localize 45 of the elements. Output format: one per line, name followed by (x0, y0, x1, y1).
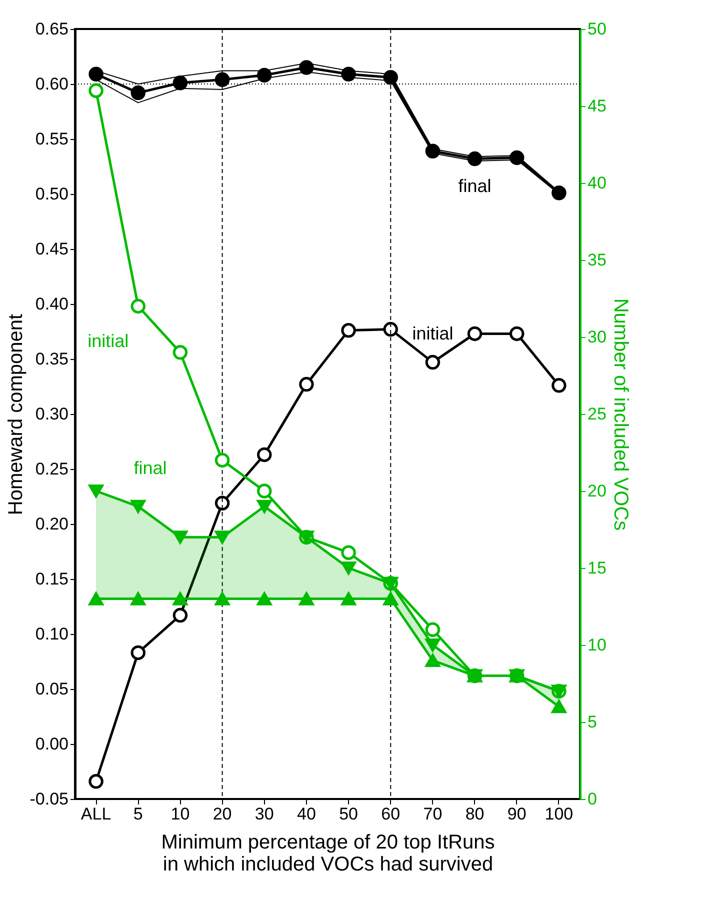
y2-tick-label: 15 (588, 558, 606, 578)
y2-tick-label: 40 (588, 174, 606, 192)
x-tick-label: 20 (212, 804, 232, 824)
x-tick-label: 70 (423, 804, 442, 824)
x-tick-label: 60 (381, 804, 400, 824)
x-tick-label: ALL (80, 804, 112, 824)
y-tick-label: 0.50 (35, 184, 68, 204)
y-tick-label: -0.05 (30, 790, 68, 808)
y2-tick-label: 45 (588, 96, 606, 116)
y-tick-label: 0.30 (35, 404, 68, 424)
y-tick-label: 0.45 (35, 240, 68, 258)
y2-tick-label: 0 (588, 790, 597, 808)
x-axis-title: Minimum percentage of 20 top ItRuns in which included VOCs had survived (161, 832, 495, 876)
y2-tick-label: 25 (588, 404, 606, 424)
y2-tick-label: 20 (588, 482, 606, 500)
series-label: final (134, 458, 167, 478)
y-tick-label: 0.40 (35, 294, 68, 314)
y-tick-label: 0.00 (35, 734, 68, 754)
x-tick-label: 5 (133, 804, 143, 824)
y-tick-label: 0.25 (35, 460, 68, 478)
series-label: initial (412, 323, 454, 344)
y-tick-label: 0.65 (35, 20, 68, 38)
y2-tick-label: 10 (588, 636, 606, 654)
y2-axis-title: Number of included VOCs (609, 298, 632, 531)
y-tick-label: 0.55 (35, 130, 68, 148)
x-tick-label: 80 (465, 804, 484, 824)
y-axis-title: Homeward component (4, 313, 27, 516)
series-label: initial (88, 331, 129, 352)
x-tick-label: 50 (339, 804, 358, 824)
y2-tick-label: 5 (588, 712, 597, 732)
y-tick-label: 0.60 (35, 74, 68, 94)
x-tick-label: 10 (170, 804, 190, 824)
x-tick-label: 30 (254, 804, 274, 824)
y-tick-label: 0.15 (35, 570, 68, 588)
x-tick-label: 100 (544, 804, 574, 824)
y2-tick-label: 30 (588, 328, 606, 346)
y-tick-label: 0.35 (35, 350, 68, 368)
y-tick-label: 0.10 (35, 624, 68, 644)
x-tick-label: 90 (507, 804, 526, 824)
y2-tick-label: 50 (588, 20, 606, 38)
y-tick-label: 0.20 (35, 514, 68, 534)
y2-tick-label: 35 (588, 250, 606, 270)
series-label: final (458, 176, 492, 196)
x-tick-label: 40 (296, 804, 316, 824)
y-tick-label: 0.05 (35, 680, 68, 698)
